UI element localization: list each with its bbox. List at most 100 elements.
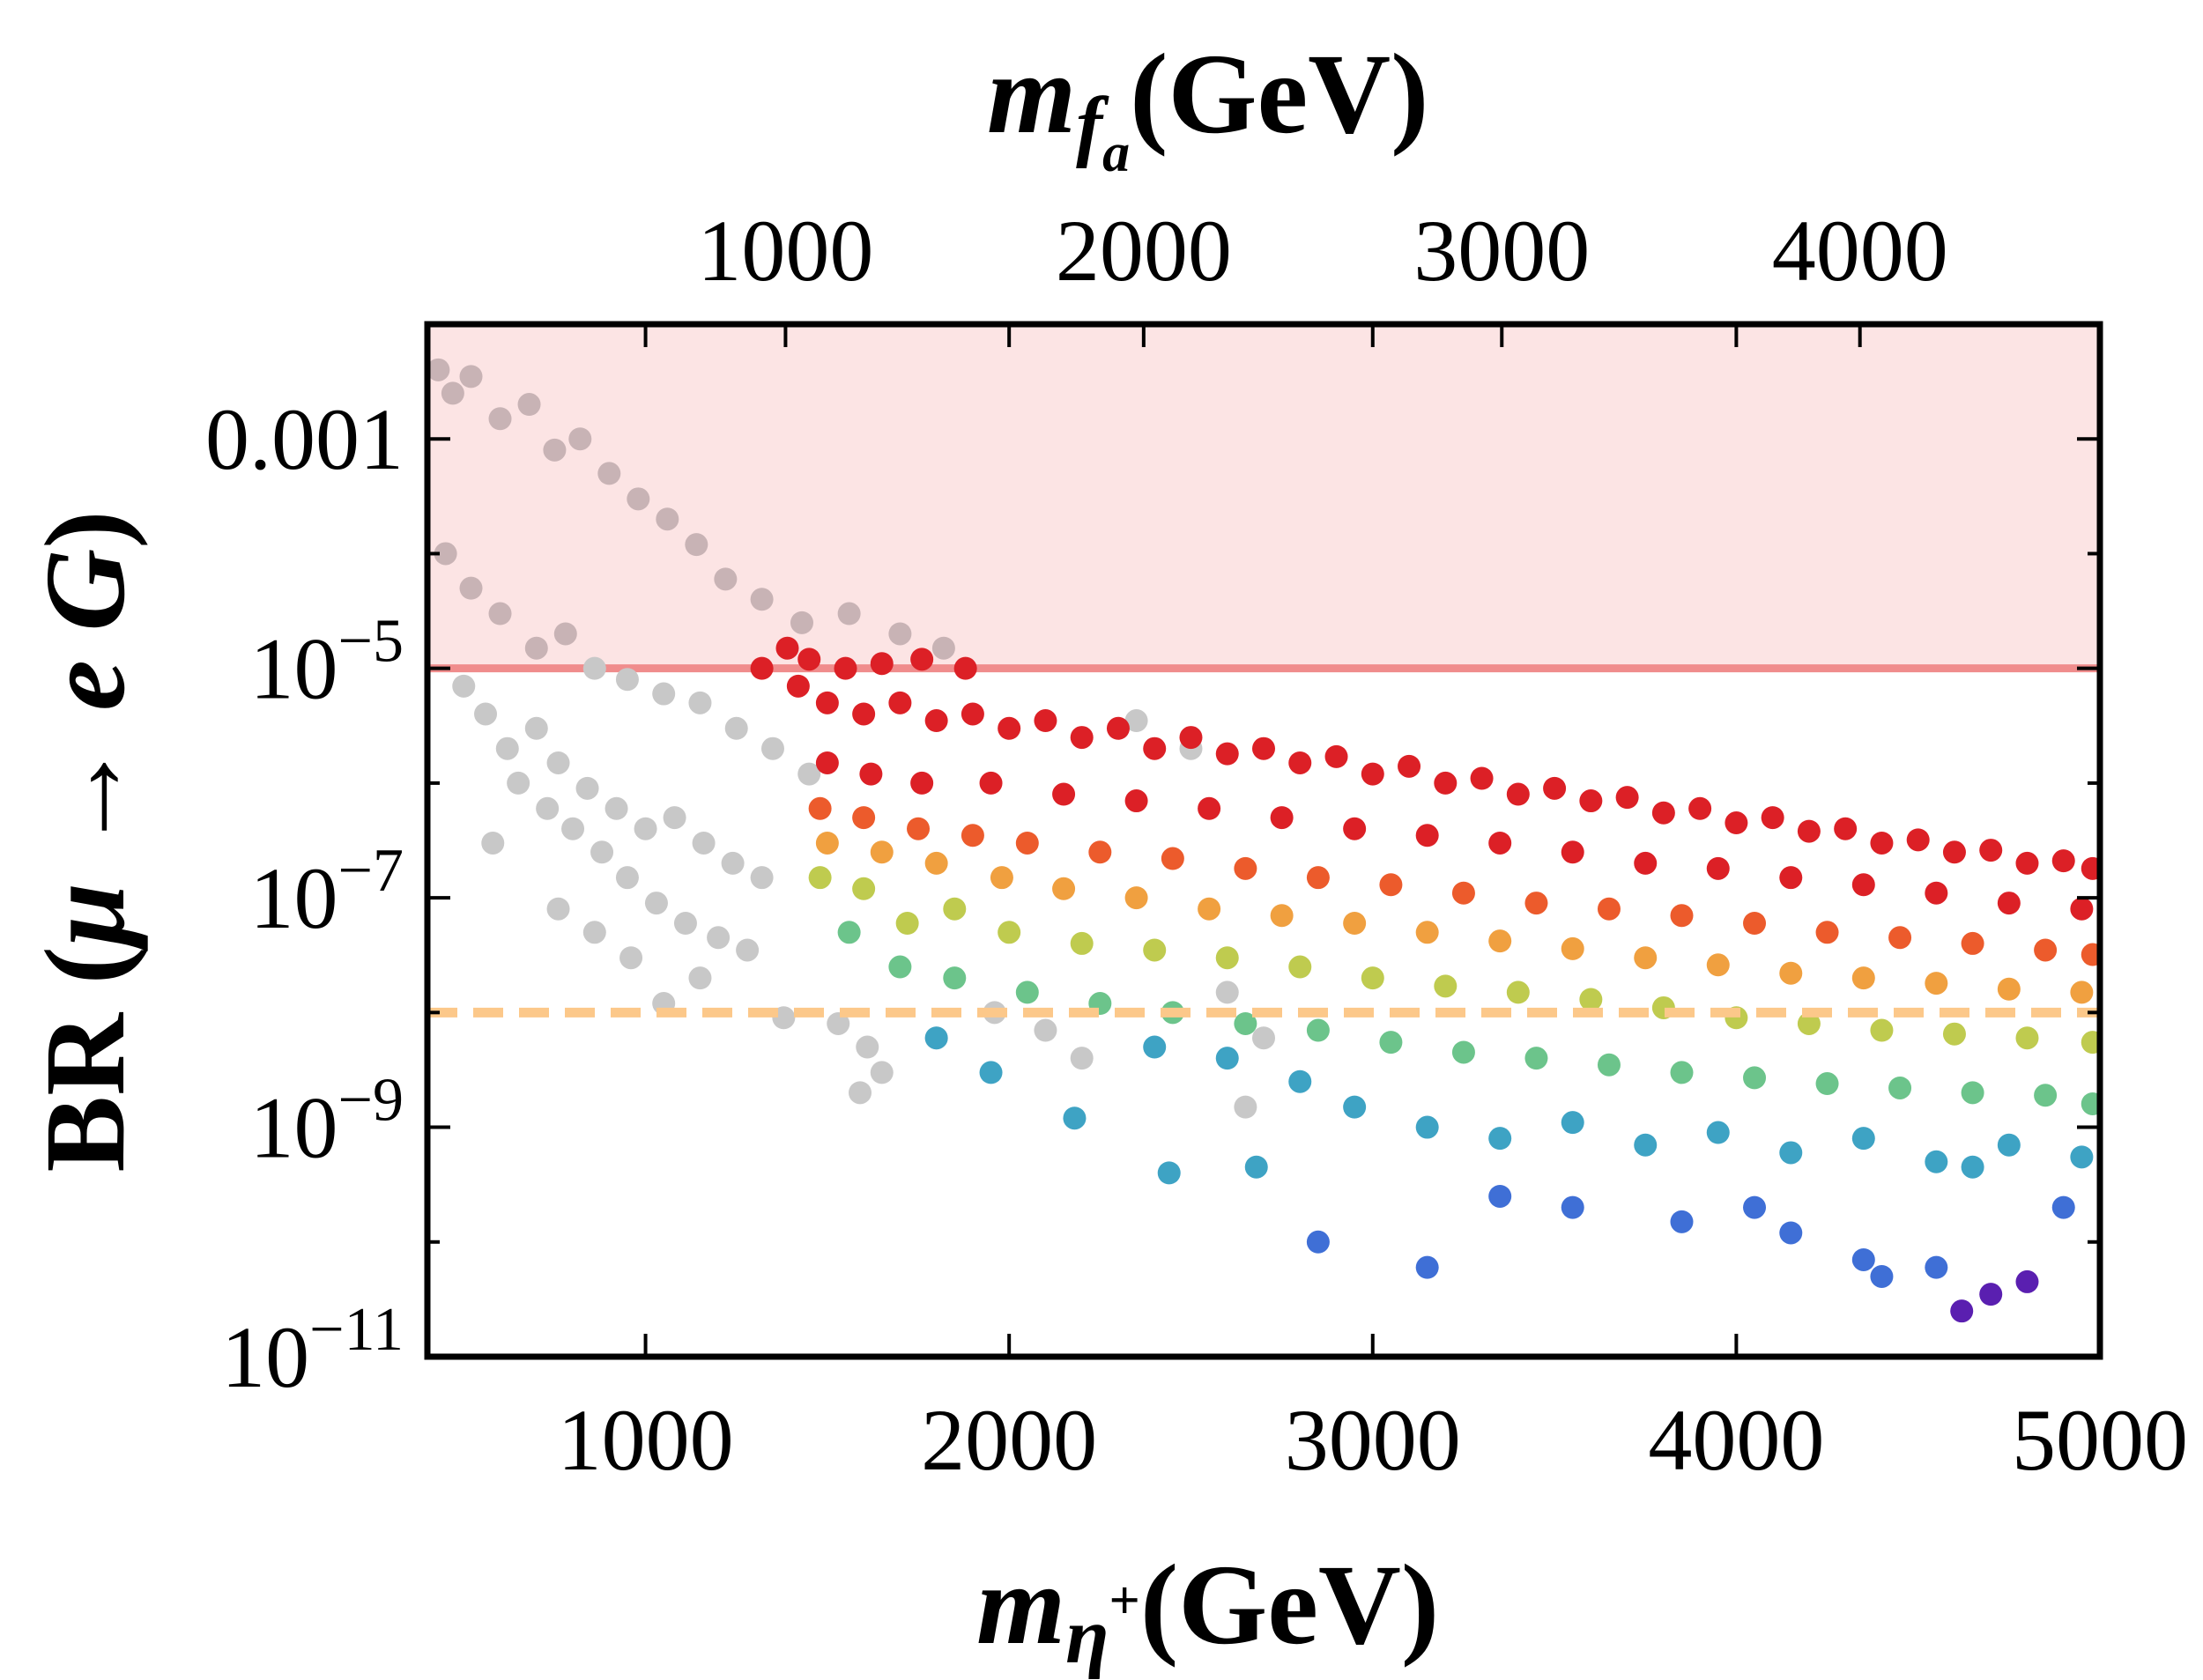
scan-point bbox=[1143, 1035, 1167, 1059]
bottom-axis-subscript: η bbox=[1065, 1593, 1109, 1680]
excluded-point bbox=[714, 567, 738, 591]
scatter-points bbox=[427, 358, 2100, 1323]
scan-point bbox=[1324, 744, 1348, 768]
scan-point bbox=[808, 866, 832, 890]
excluded-point bbox=[656, 507, 679, 531]
scan-point bbox=[888, 691, 912, 714]
scan-point bbox=[1524, 1047, 1548, 1070]
scan-point bbox=[1052, 782, 1076, 806]
excluded-point bbox=[434, 542, 457, 566]
scan-point bbox=[1561, 1195, 1584, 1219]
excluded-point bbox=[692, 831, 716, 855]
scan-point bbox=[1706, 1121, 1730, 1144]
excluded-point bbox=[590, 840, 614, 864]
scan-point bbox=[1451, 1040, 1475, 1064]
excluded-point bbox=[652, 682, 676, 706]
scan-point bbox=[1851, 1247, 1875, 1271]
scan-point bbox=[907, 817, 931, 840]
scan-point bbox=[1415, 921, 1439, 944]
scan-point bbox=[2070, 897, 2094, 921]
scan-point bbox=[1651, 801, 1675, 825]
scan-point bbox=[1379, 873, 1403, 897]
scan-point bbox=[953, 656, 977, 680]
scan-point bbox=[1015, 981, 1039, 1004]
scan-point bbox=[1670, 1210, 1694, 1233]
scan-point bbox=[815, 691, 839, 714]
scan-point bbox=[1761, 806, 1784, 830]
scan-point bbox=[1198, 796, 1221, 820]
scan-point bbox=[2081, 1031, 2100, 1055]
excluded-point bbox=[507, 771, 530, 795]
x2-tick-label: 3000 bbox=[1413, 202, 1590, 300]
excluded-point bbox=[827, 1011, 850, 1035]
excluded-point bbox=[837, 602, 861, 625]
scan-point bbox=[910, 771, 934, 795]
excluded-point bbox=[1234, 1095, 1257, 1119]
excluded-point bbox=[1070, 1047, 1094, 1070]
scan-point bbox=[1124, 886, 1148, 910]
x-tick-label: 1000 bbox=[558, 1391, 734, 1489]
scan-point bbox=[1034, 709, 1057, 733]
scan-point bbox=[998, 921, 1021, 944]
scan-point bbox=[1815, 921, 1839, 944]
excluded-point bbox=[1215, 981, 1239, 1004]
x2-tick-label: 4000 bbox=[1772, 202, 1948, 300]
top-axis-symbol: m bbox=[987, 31, 1076, 158]
scan-point bbox=[924, 851, 948, 875]
scan-point bbox=[1797, 819, 1821, 843]
scan-point bbox=[1688, 796, 1712, 820]
scan-point bbox=[961, 702, 984, 726]
scan-point bbox=[1888, 1076, 1912, 1099]
scan-point bbox=[1561, 1111, 1584, 1135]
scan-point bbox=[1288, 1069, 1312, 1093]
scan-point bbox=[808, 796, 832, 820]
excluded-point bbox=[543, 438, 567, 462]
x-tick-label: 4000 bbox=[1648, 1391, 1824, 1489]
scan-point bbox=[1870, 1264, 1894, 1288]
scan-point bbox=[1270, 806, 1294, 830]
scan-point bbox=[815, 831, 839, 855]
scan-point bbox=[979, 771, 1003, 795]
excluded-point bbox=[619, 946, 643, 970]
scan-point bbox=[775, 636, 799, 660]
scan-point bbox=[1815, 1072, 1839, 1096]
excluded-point bbox=[615, 866, 639, 890]
scan-point bbox=[1143, 938, 1167, 962]
scan-point bbox=[1950, 1299, 1974, 1323]
excluded-point bbox=[427, 358, 450, 381]
excluded-point bbox=[760, 736, 784, 760]
scan-point bbox=[2081, 943, 2100, 966]
scan-point bbox=[1215, 946, 1239, 970]
scan-point bbox=[1906, 828, 1930, 852]
excluded-point bbox=[546, 897, 570, 921]
y-tick-label: 10−9 bbox=[250, 1067, 404, 1177]
excluded-point bbox=[1034, 1018, 1057, 1042]
excluded-point bbox=[582, 921, 606, 944]
excluded-point bbox=[582, 656, 606, 680]
scan-point bbox=[1851, 873, 1875, 897]
excluded-point bbox=[688, 966, 712, 990]
scan-point bbox=[2015, 1026, 2039, 1050]
scan-point bbox=[1561, 936, 1584, 960]
scan-point bbox=[1779, 866, 1803, 890]
x2-tick-label: 1000 bbox=[697, 202, 873, 300]
excluded-point bbox=[721, 851, 745, 875]
scan-point bbox=[1597, 1053, 1621, 1077]
scan-point bbox=[998, 716, 1021, 740]
scan-point bbox=[1015, 831, 1039, 855]
scan-point bbox=[1851, 966, 1875, 990]
scan-point bbox=[1506, 981, 1530, 1004]
excluded-point bbox=[524, 716, 548, 740]
excluded-point bbox=[663, 806, 686, 830]
scan-point bbox=[1198, 897, 1221, 921]
scan-point bbox=[1434, 771, 1458, 795]
scan-point bbox=[1942, 1022, 1966, 1046]
scan-point bbox=[2015, 851, 2039, 875]
excluded-point bbox=[474, 702, 498, 726]
excluded-point bbox=[488, 602, 512, 625]
scan-point bbox=[1997, 892, 2021, 915]
excluded-point bbox=[750, 866, 774, 890]
scan-point bbox=[859, 762, 883, 786]
excluded-point bbox=[627, 487, 650, 511]
excluded-point bbox=[488, 407, 512, 431]
